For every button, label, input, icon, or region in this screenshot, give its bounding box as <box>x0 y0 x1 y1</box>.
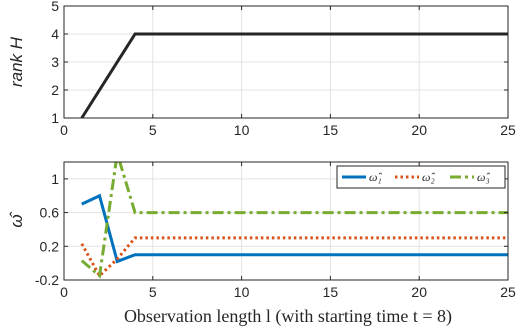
series-line-top-1 <box>80 32 508 118</box>
x-tick-label: 25 <box>500 122 516 138</box>
axes-box <box>63 161 509 281</box>
x-tick-label: 0 <box>60 284 68 300</box>
x-tick-label: 10 <box>234 122 250 138</box>
x-tick-label: 0 <box>60 122 68 138</box>
legend-label-1: ω̂₁ <box>369 170 382 184</box>
x-tick-label: 10 <box>234 284 250 300</box>
x-tick-label: 20 <box>411 284 427 300</box>
series-line-bottom-1 <box>81 193 508 264</box>
legend-label-3: ω̂₃ <box>477 170 490 184</box>
y-tick-label: 1 <box>51 171 59 187</box>
series-line-bottom-3 <box>80 162 508 279</box>
y-tick-label: 0.2 <box>40 238 60 254</box>
y-tick-label: 2 <box>51 82 59 98</box>
y-axis-label: ω̂ <box>7 211 26 227</box>
x-tick-label: 5 <box>149 122 157 138</box>
y-tick-label: 3 <box>51 54 59 70</box>
x-tick-label: 20 <box>411 122 427 138</box>
x-tick-label: 15 <box>323 122 339 138</box>
series-line-bottom-2 <box>80 236 508 279</box>
x-tick-label: 25 <box>500 284 516 300</box>
x-tick-label: 5 <box>149 284 157 300</box>
y-tick-label: 1 <box>51 110 59 126</box>
y-tick-label: 0.6 <box>40 205 60 221</box>
y-tick-label: -0.2 <box>35 272 59 288</box>
x-tick-label: 15 <box>323 284 339 300</box>
legend-box <box>336 165 506 189</box>
y-tick-label: 4 <box>51 26 59 42</box>
y-axis-label: rank H <box>7 36 26 87</box>
y-tick-label: 5 <box>51 0 59 14</box>
x-axis-label: Observation length l (with starting time… <box>124 306 452 327</box>
legend-label-2: ω̂₂ <box>422 170 435 184</box>
